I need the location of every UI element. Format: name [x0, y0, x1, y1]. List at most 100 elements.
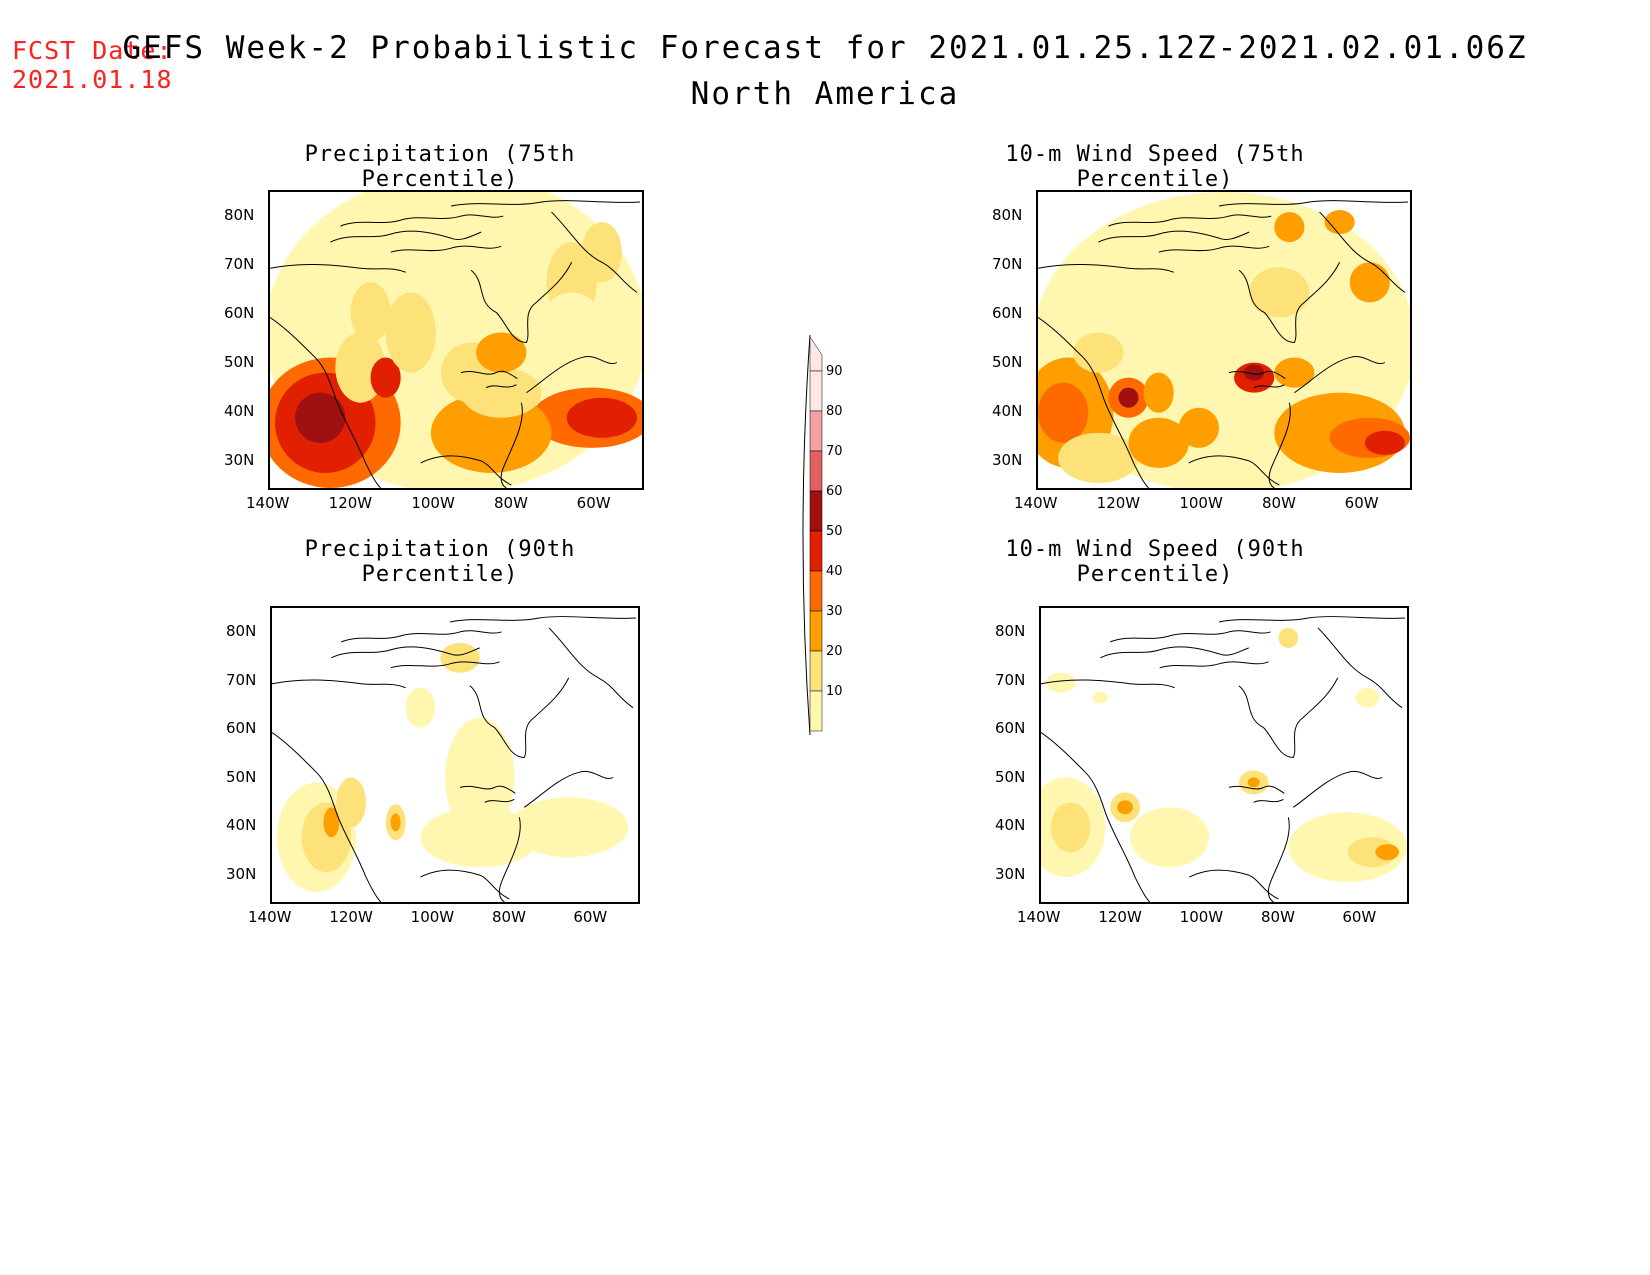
shaded-region — [350, 282, 391, 343]
legend-box-30 — [809, 610, 823, 652]
shaded-region — [440, 642, 480, 673]
coastline — [420, 869, 510, 900]
coastline — [1292, 770, 1383, 808]
forecast-date-label: FCST Date: — [12, 36, 173, 65]
lon-tick-label: 60W — [576, 494, 611, 512]
lat-tick-label: 50N — [226, 767, 257, 786]
shaded-region — [1349, 262, 1390, 303]
shaded-region — [1324, 210, 1355, 235]
coastline — [1041, 732, 1151, 902]
coastline — [1218, 200, 1409, 207]
lat-tick-label: 70N — [992, 254, 1023, 273]
legend-box-20 — [809, 650, 823, 692]
coastline — [526, 356, 618, 394]
map-precip75 — [268, 190, 644, 490]
shaded-region — [1050, 802, 1091, 853]
lon-tick-label: 60W — [1342, 908, 1377, 926]
shaded-region — [1117, 800, 1133, 815]
figure-title: GEFS Week-2 Probabilistic Forecast for 2… — [0, 30, 1650, 112]
lat-tick-label: 50N — [992, 352, 1023, 371]
legend-label-60: 60 — [826, 484, 843, 499]
shaded-region — [1130, 807, 1210, 868]
lat-tick-label: 50N — [995, 767, 1026, 786]
legend-label-40: 40 — [826, 564, 843, 579]
shaded-region — [1355, 687, 1380, 708]
shaded-region — [323, 807, 340, 838]
lon-tick-label: 120W — [1096, 494, 1141, 512]
coastline — [498, 817, 521, 902]
main-title: GEFS Week-2 Probabilistic Forecast for 2… — [122, 30, 1528, 66]
shaded-region — [420, 807, 540, 868]
coastline — [484, 798, 515, 803]
coastline — [450, 200, 641, 207]
lon-tick-label: 80W — [1262, 494, 1296, 512]
lat-tick-label: 80N — [224, 206, 255, 224]
coastline — [270, 263, 406, 273]
lat-tick-label: 60N — [224, 303, 255, 322]
lon-tick-label: 100W — [1179, 494, 1223, 512]
lon-tick-label: 120W — [329, 908, 373, 926]
coastline — [551, 211, 638, 293]
legend-cap — [809, 336, 823, 372]
coastline — [1159, 661, 1269, 669]
lon-tick-label: 100W — [411, 494, 455, 512]
legend-box-10 — [809, 690, 823, 732]
panel-title-wind75: 10-m Wind Speed (75th Percentile) — [1005, 142, 1305, 192]
lon-tick-label: 100W — [410, 908, 455, 926]
shaded-region — [1249, 267, 1310, 318]
coastline — [1038, 317, 1149, 488]
shaded-region — [336, 777, 366, 828]
lat-tick-label: 30N — [992, 450, 1023, 469]
coastline — [420, 455, 512, 486]
coastline — [1100, 646, 1249, 659]
coastline — [270, 317, 381, 488]
coastline — [272, 679, 406, 689]
lat-tick-label: 60N — [226, 719, 257, 738]
coastline — [1038, 263, 1174, 273]
lat-tick-label: 50N — [224, 352, 255, 371]
legend-label-50: 50 — [826, 524, 843, 539]
map-wind75 — [1036, 190, 1412, 490]
shaded-region — [1178, 407, 1219, 448]
coastline — [1228, 785, 1285, 794]
shaded-region — [1364, 430, 1405, 455]
lat-tick-label: 70N — [226, 670, 257, 689]
shaded-region — [405, 687, 436, 728]
map-wind90 — [1039, 606, 1409, 904]
shaded-region — [546, 292, 597, 333]
lon-tick-label: 60W — [1344, 494, 1379, 512]
shaded-region — [1058, 432, 1139, 483]
coastline — [272, 732, 382, 902]
coastline — [548, 627, 634, 709]
coastline — [1228, 370, 1286, 380]
coastline — [1158, 245, 1270, 253]
lat-tick-label: 60N — [995, 719, 1026, 738]
legend-box-60 — [809, 490, 823, 532]
forecast-date-block: FCST Date: 2021.01.18 — [12, 36, 173, 94]
shaded-region — [390, 813, 401, 832]
coastline — [523, 770, 614, 808]
coastline — [1108, 214, 1272, 227]
legend-box-50 — [809, 530, 823, 572]
coastline — [341, 630, 502, 643]
lat-tick-label: 30N — [995, 864, 1026, 883]
coastline — [1253, 798, 1284, 803]
shaded-region — [1045, 672, 1076, 693]
panel-title-precip75: Precipitation (75th Percentile) — [304, 142, 576, 192]
lon-tick-label: 60W — [573, 908, 608, 926]
coastline — [331, 646, 480, 659]
shaded-region — [1038, 382, 1089, 443]
coastline — [340, 214, 504, 227]
lon-tick-label: 140W — [1017, 908, 1061, 926]
legend-box-40 — [809, 570, 823, 612]
lat-tick-label: 40N — [995, 816, 1026, 835]
coastline — [1238, 677, 1339, 758]
coastline — [1238, 262, 1341, 344]
coastline — [1098, 230, 1250, 243]
coastline — [1041, 679, 1175, 689]
coastline — [469, 677, 570, 758]
shaded-region — [1375, 844, 1400, 861]
lon-tick-label: 140W — [248, 908, 292, 926]
coastline — [459, 785, 516, 794]
coastline — [460, 370, 518, 380]
